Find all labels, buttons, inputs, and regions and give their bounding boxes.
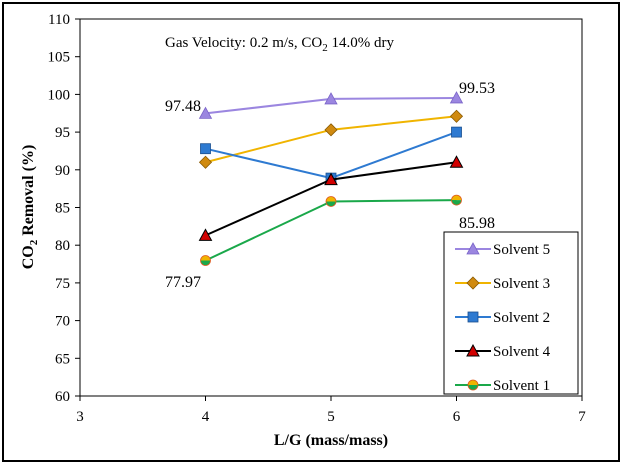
data-point — [324, 123, 338, 137]
x-tick-label: 6 — [453, 409, 461, 425]
series-solvent-3 — [198, 109, 464, 169]
annotation-77-97: 77.97 — [165, 274, 201, 291]
series-layer — [198, 91, 464, 266]
data-point — [451, 194, 462, 206]
legend: Solvent 5 Solvent 3 Solvent 2 Solvent 4 Solv… — [455, 242, 551, 394]
data-point — [198, 228, 213, 241]
legend-marker — [466, 242, 480, 255]
y-tick-label: 80 — [55, 238, 70, 254]
legend-label: Solvent 1 — [493, 378, 550, 394]
legend-box — [443, 231, 579, 395]
legend-label: Solvent 5 — [493, 242, 550, 258]
x-axis-title: L/G (mass/mass) — [274, 432, 388, 449]
data-point — [449, 91, 464, 104]
legend-marker — [467, 311, 479, 323]
legend-label: Solvent 4 — [493, 344, 551, 360]
series-solvent-1 — [200, 194, 462, 266]
y-tick-label: 90 — [55, 163, 70, 179]
data-point — [449, 109, 464, 123]
legend-marker — [466, 343, 480, 357]
annotation-99-53: 99.53 — [459, 80, 495, 97]
data-point — [451, 126, 462, 138]
x-tick-label: 4 — [202, 409, 210, 425]
data-point — [198, 106, 213, 119]
y-tick-label: 70 — [55, 314, 70, 330]
legend-item: Solvent 2 — [455, 310, 550, 326]
data-point — [200, 143, 211, 155]
chart-subtitle: Gas Velocity: 0.2 m/s, CO2 14.0% dry — [165, 35, 394, 54]
x-tick-label: 5 — [327, 409, 335, 425]
legend-label: Solvent 2 — [493, 310, 550, 326]
data-point — [449, 155, 464, 168]
legend-item: Solvent 3 — [455, 276, 550, 292]
y-tick-label: 65 — [55, 351, 70, 367]
legend-item: Solvent 4 — [455, 343, 551, 360]
data-point — [200, 255, 211, 266]
y-axis-title: CO2 Removal (%) — [20, 145, 40, 270]
data-point — [198, 155, 213, 169]
y-tick-label: 60 — [55, 389, 70, 405]
annotation-85-98: 85.98 — [459, 215, 495, 232]
series-solvent-5 — [198, 91, 464, 119]
legend-label: Solvent 3 — [493, 276, 550, 292]
legend-marker — [467, 379, 479, 391]
y-tick-label: 100 — [48, 87, 71, 103]
series-solvent-4 — [198, 155, 464, 241]
y-tick-label: 95 — [55, 125, 70, 141]
legend-marker — [466, 276, 480, 290]
y-tick-label: 85 — [55, 201, 70, 217]
legend-item: Solvent 1 — [455, 378, 550, 394]
data-point — [324, 172, 338, 186]
legend-item: Solvent 5 — [455, 242, 550, 258]
x-tick-label: 7 — [578, 409, 586, 425]
y-tick-label: 75 — [55, 276, 70, 292]
data-point — [324, 92, 338, 105]
x-tick-label: 3 — [76, 409, 84, 425]
x-axis-ticks: 3 4 5 6 7 — [76, 396, 586, 425]
data-point — [325, 196, 337, 207]
y-axis-ticks: 60 65 70 75 80 85 90 95 100 105 110 — [48, 12, 80, 405]
annotation-97-48: 97.48 — [165, 98, 201, 115]
y-tick-label: 110 — [48, 12, 70, 28]
y-tick-label: 105 — [48, 50, 71, 66]
